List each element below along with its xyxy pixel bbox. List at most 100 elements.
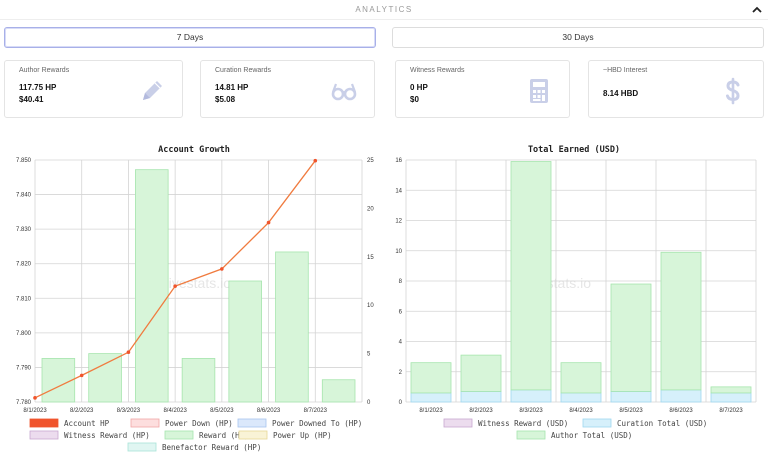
y-left-tick-label: 7.830 — [16, 227, 32, 233]
analytics-title: ANALYTICS — [355, 5, 413, 14]
author-bar — [710, 386, 752, 394]
legend-label: Account HP — [64, 419, 110, 428]
author-bar — [410, 362, 452, 394]
curation-bar — [660, 389, 702, 403]
calculator-icon — [530, 79, 548, 103]
legend-label: Witness Reward (USD) — [478, 419, 568, 428]
curation-bar — [610, 391, 652, 403]
reward-bar — [275, 251, 309, 403]
legend-swatch — [164, 430, 194, 440]
reward-bar — [135, 169, 169, 403]
legend-label: Witness Reward (HP) — [64, 431, 150, 440]
x-tick-label: 8/6/2023 — [257, 408, 281, 414]
chevron-up-icon[interactable] — [750, 3, 764, 17]
x-tick-label: 8/3/2023 — [117, 408, 141, 414]
account-hp-point — [266, 220, 271, 225]
legend-swatch — [29, 430, 59, 440]
card-title: ~HBD Interest — [603, 67, 648, 74]
legend-swatch — [130, 418, 160, 428]
x-tick-label: 8/2/2023 — [469, 408, 493, 414]
card-usd-value: $40.41 — [19, 95, 44, 104]
y-left-tick-label: 7.840 — [16, 193, 32, 199]
legend-label: Power Downed To (HP) — [272, 419, 362, 428]
reward-bar — [228, 280, 262, 403]
legend-label: Author Total (USD) — [551, 431, 632, 440]
chart-title: Total Earned (USD) — [528, 145, 620, 155]
account-growth-chart: Account Growth hivestats.io 7.8507.8407.… — [16, 145, 374, 452]
legend-label: Power Down (HP) — [165, 419, 233, 428]
legend-swatch — [582, 418, 612, 428]
author-bar — [510, 161, 552, 391]
curation-rewards-card: Curation Rewards 14.81 HP $5.08 — [200, 60, 375, 118]
x-tick-label: 8/4/2023 — [163, 408, 187, 414]
card-title: Witness Rewards — [410, 67, 465, 74]
x-tick-label: 8/4/2023 — [569, 408, 593, 414]
author-bar — [610, 283, 652, 392]
witness-rewards-card: Witness Rewards 0 HP $0 — [395, 60, 570, 118]
earned-bars — [410, 161, 752, 403]
reward-bar — [321, 379, 356, 403]
curation-bar — [460, 391, 502, 403]
x-tick-label: 8/3/2023 — [519, 408, 543, 414]
thirty-days-button[interactable]: 30 Days — [392, 27, 764, 48]
x-tick-label: 8/6/2023 — [669, 408, 693, 414]
y-right-tick-label: 0 — [367, 400, 371, 406]
total-earned-chart: Total Earned (USD) hivestats.io 16141210… — [395, 145, 757, 440]
y-tick-label: 0 — [399, 400, 403, 406]
dollar-icon — [726, 77, 740, 105]
legend-swatch — [443, 418, 473, 428]
legend-label: Power Up (HP) — [273, 431, 332, 440]
account-hp-point — [173, 284, 177, 288]
reward-bars — [41, 169, 356, 403]
legend-swatch — [127, 442, 157, 452]
chart-legend: Account HP Power Down (HP) Power Downed To… — [29, 418, 362, 452]
legend-label: Curation Total (USD) — [617, 419, 707, 428]
seven-days-button[interactable]: 7 Days — [4, 27, 376, 48]
legend-label: Benefactor Reward (HP) — [162, 443, 261, 452]
curation-bar — [410, 392, 452, 403]
y-left-tick-label: 7.850 — [16, 158, 32, 164]
card-hbd-value: 8.14 HBD — [603, 89, 639, 98]
y-right-tick-label: 5 — [367, 352, 371, 358]
author-bar — [660, 251, 702, 391]
chart-watermark: hivestats.io — [161, 275, 231, 291]
y-right-tick-label: 25 — [367, 158, 374, 164]
account-hp-point — [33, 396, 37, 400]
author-bar — [460, 354, 502, 392]
y-left-tick-label: 7.800 — [16, 331, 32, 337]
y-right-tick-label: 10 — [367, 303, 374, 309]
card-title: Curation Rewards — [215, 67, 272, 74]
reward-bar — [88, 353, 122, 403]
card-usd-value: $5.08 — [215, 95, 236, 104]
y-tick-label: 16 — [395, 158, 402, 164]
legend-swatch — [29, 418, 59, 428]
axis-ticks: 7.850 7.840 7.830 7.820 7.810 7.800 7.790 7.780… — [16, 158, 374, 414]
card-hp-value: 117.75 HP — [19, 83, 57, 92]
y-tick-label: 4 — [399, 340, 403, 346]
legend-label: Reward (HP) — [199, 431, 249, 440]
hbd-interest-card: ~HBD Interest 8.14 HBD — [588, 60, 764, 118]
account-hp-point — [79, 373, 84, 378]
curation-bar — [510, 389, 552, 403]
pencil-icon — [143, 81, 162, 100]
reward-bar — [181, 358, 216, 403]
y-tick-label: 2 — [399, 370, 403, 376]
y-left-tick-label: 7.780 — [16, 400, 32, 406]
card-title: Author Rewards — [19, 67, 70, 74]
y-tick-label: 6 — [399, 309, 403, 315]
curation-bar — [710, 392, 752, 403]
x-tick-label: 8/2/2023 — [70, 408, 94, 414]
legend-swatch — [237, 418, 267, 428]
y-left-tick-label: 7.820 — [16, 262, 32, 268]
card-hp-value: 14.81 HP — [215, 83, 249, 92]
analytics-header: ANALYTICS — [0, 0, 768, 20]
y-tick-label: 8 — [399, 279, 403, 285]
axis-ticks: 16 14 12 10 8 6 4 2 0 8/1/2023 8/2/2023 8/3/2023 8/4… — [395, 158, 743, 414]
x-tick-label: 8/7/2023 — [719, 408, 743, 414]
x-tick-label: 8/5/2023 — [619, 408, 643, 414]
y-tick-label: 14 — [395, 188, 402, 194]
y-left-tick-label: 7.810 — [16, 296, 32, 302]
card-hp-value: 0 HP — [410, 83, 428, 92]
x-tick-label: 8/1/2023 — [419, 408, 443, 414]
y-tick-label: 10 — [395, 249, 402, 255]
